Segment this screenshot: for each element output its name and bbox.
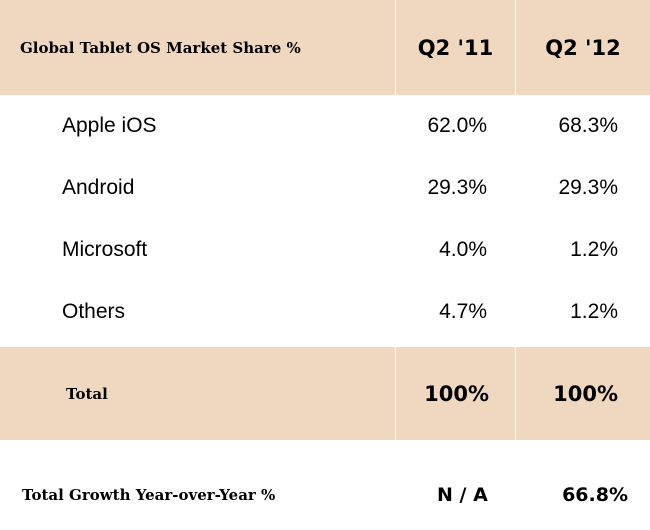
growth-q2-12: 66.8% bbox=[562, 484, 628, 506]
table-row: Microsoft 4.0% 1.2% bbox=[0, 219, 650, 281]
row-label: Others bbox=[62, 300, 126, 323]
cell-q2-12: 68.3% bbox=[558, 114, 618, 137]
growth-row: Total Growth Year-over-Year % N / A 66.8… bbox=[0, 470, 650, 520]
cell-q2-11: 4.0% bbox=[439, 238, 487, 261]
header-row: Global Tablet OS Market Share % Q2 '11 Q… bbox=[0, 0, 650, 95]
cell-q2-11: 62.0% bbox=[427, 114, 487, 137]
table-title: Global Tablet OS Market Share % bbox=[0, 0, 395, 95]
cell-q2-12: 29.3% bbox=[558, 176, 618, 199]
table-row: Others 4.7% 1.2% bbox=[0, 281, 650, 343]
total-q2-11: 100% bbox=[395, 347, 515, 440]
total-row: Total 100% 100% bbox=[0, 347, 650, 440]
table-row: Apple iOS 62.0% 68.3% bbox=[0, 95, 650, 157]
column-header-q2-11: Q2 '11 bbox=[395, 0, 515, 95]
row-label: Apple iOS bbox=[62, 114, 157, 137]
growth-q2-11: N / A bbox=[437, 484, 488, 506]
table-row: Android 29.3% 29.3% bbox=[0, 157, 650, 219]
column-header-q2-12: Q2 '12 bbox=[515, 0, 650, 95]
cell-q2-11: 29.3% bbox=[427, 176, 487, 199]
growth-label: Total Growth Year-over-Year % bbox=[22, 486, 276, 504]
cell-q2-12: 1.2% bbox=[570, 238, 618, 261]
cell-q2-12: 1.2% bbox=[570, 300, 618, 323]
total-label: Total bbox=[0, 347, 395, 440]
row-label: Android bbox=[62, 176, 135, 199]
cell-q2-11: 4.7% bbox=[439, 300, 487, 323]
row-label: Microsoft bbox=[62, 238, 148, 261]
total-q2-12: 100% bbox=[515, 347, 650, 440]
